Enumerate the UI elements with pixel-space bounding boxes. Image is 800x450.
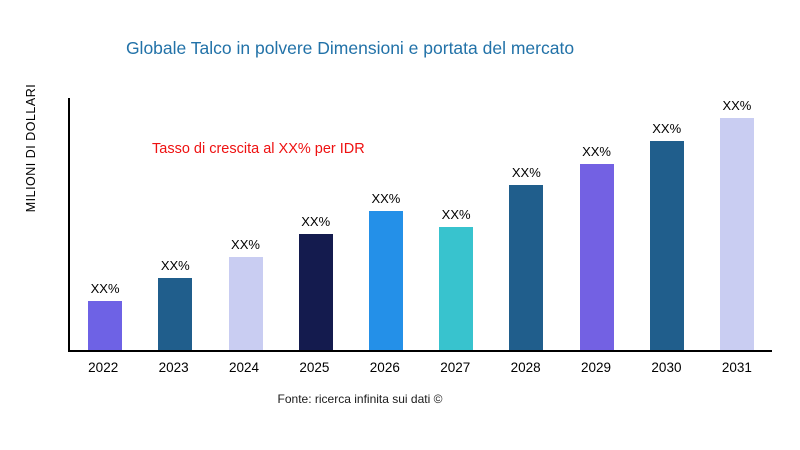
bar (719, 118, 754, 350)
x-tick-label: 2031 (721, 360, 752, 375)
bar-value-label: XX% (722, 98, 752, 113)
bar-slot: XX% (421, 98, 491, 350)
bar-slot: XX% (140, 98, 210, 350)
x-tick-label: 2028 (510, 360, 541, 375)
bar (439, 227, 474, 350)
bar-value-label: XX% (511, 165, 541, 181)
bar-value-label: XX% (652, 121, 682, 137)
x-tick-label: 2024 (228, 360, 260, 375)
bar-slot: XX% (702, 98, 772, 350)
bar-value-label: XX% (582, 144, 611, 160)
bar (649, 141, 684, 350)
bar (368, 210, 403, 350)
bar-slot: XX% (210, 98, 280, 350)
bar-value-label: XX% (441, 207, 471, 223)
x-tick-label: 2030 (651, 360, 682, 375)
bar-value-label: XX% (160, 258, 190, 274)
bar-value-label: XX% (371, 190, 401, 206)
bar-slot: XX% (351, 98, 421, 350)
bar-slot: XX% (70, 98, 140, 350)
bar-slot: XX% (281, 98, 351, 350)
x-tick-label: 2027 (440, 360, 471, 375)
bar (579, 164, 614, 350)
plot-area: Tasso di crescita al XX% per IDR XX% XX% X… (68, 98, 772, 352)
chart-title: Globale Talco in polvere Dimensioni e po… (125, 38, 575, 58)
bar-value-label: XX% (301, 214, 331, 229)
x-tick-label: 2026 (369, 360, 400, 375)
x-tick-label: 2029 (581, 360, 612, 375)
bar-slot: XX% (491, 98, 561, 350)
bar-value-label: XX% (231, 237, 260, 253)
y-axis-label: MILIONI DI DOLLARI (24, 83, 38, 213)
bar (509, 185, 544, 350)
bar (298, 234, 333, 350)
bar-value-label: XX% (90, 281, 120, 297)
x-axis-tick-labels: 2022 2023 2024 2025 2026 2027 2028 2029 2030 2031 (68, 360, 772, 375)
source-note: Fonte: ricerca infinita sui dati © (277, 392, 443, 406)
bar (88, 301, 123, 350)
bar (228, 257, 263, 350)
bars-container: XX% XX% XX% XX% XX% XX% XX% XX% XX% XX% (70, 98, 772, 350)
x-tick-label: 2025 (299, 360, 330, 375)
x-tick-label: 2023 (158, 360, 189, 375)
bar-slot: XX% (632, 98, 702, 350)
x-tick-label: 2022 (88, 360, 119, 375)
bar-slot: XX% (561, 98, 631, 350)
bar (158, 278, 193, 350)
growth-rate-annotation: Tasso di crescita al XX% per IDR (152, 141, 365, 157)
